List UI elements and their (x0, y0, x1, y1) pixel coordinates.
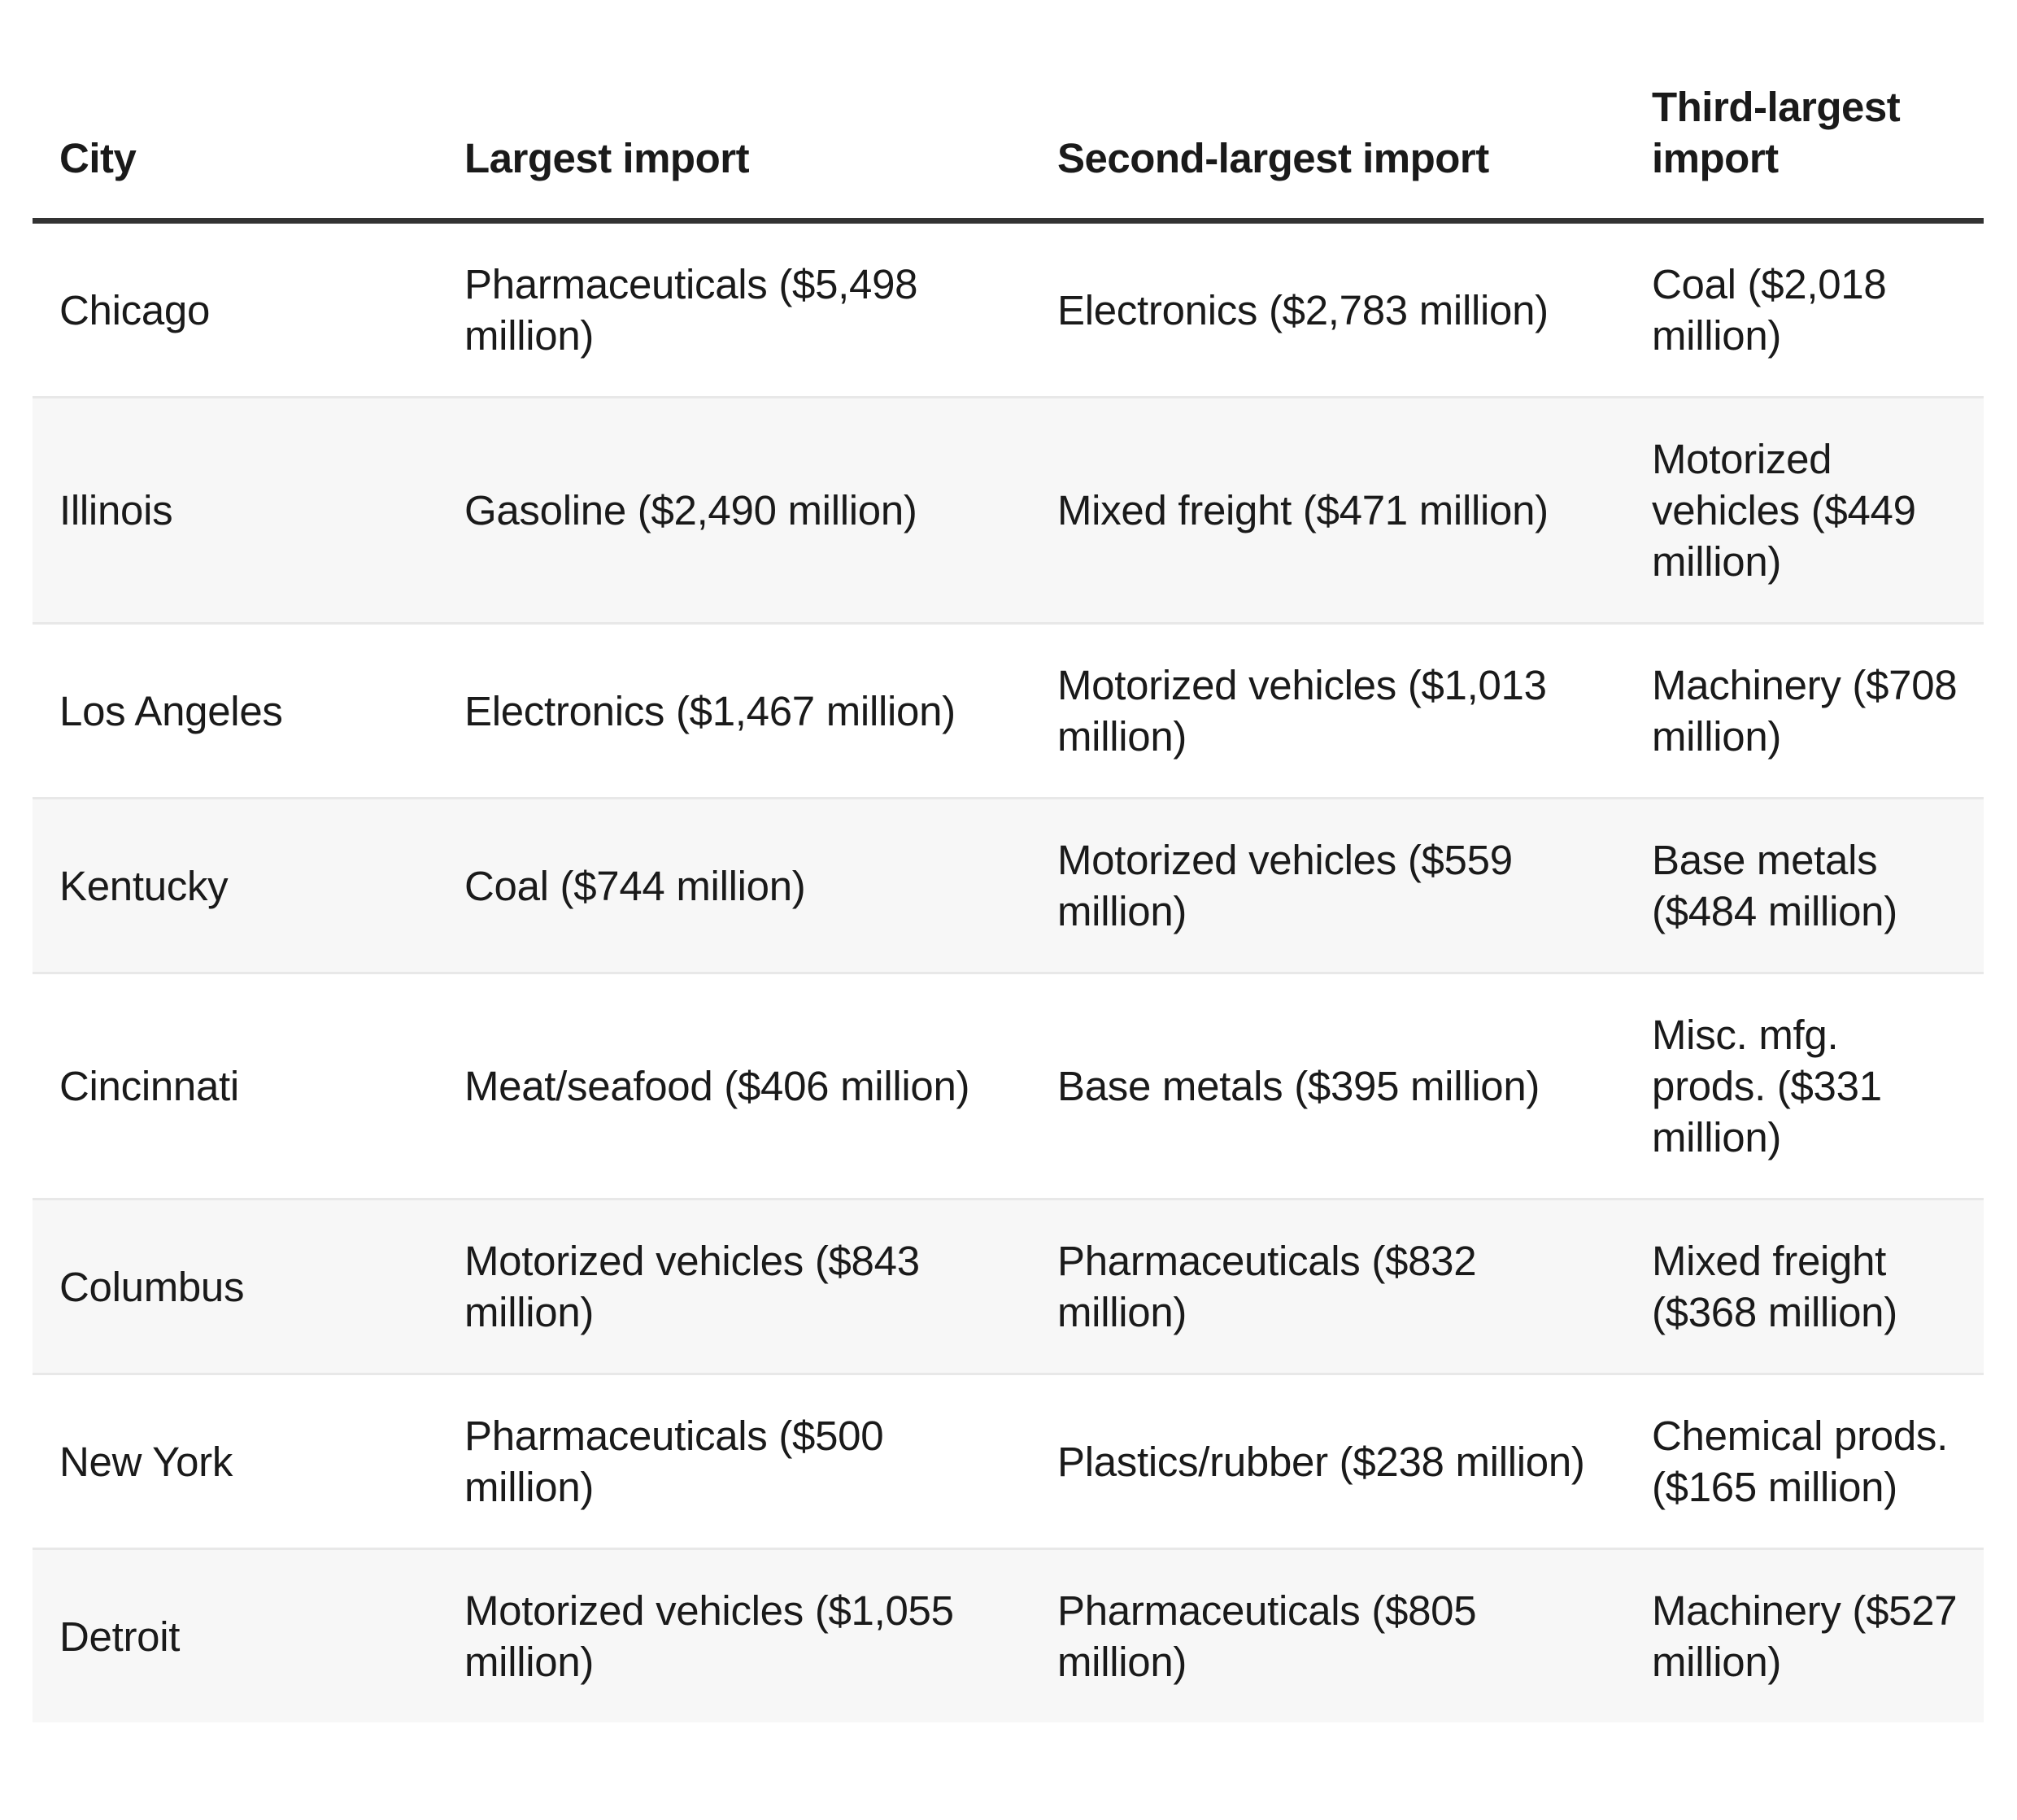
cell-third-largest-import: Machinery ($708 million) (1625, 623, 1984, 799)
header-row: City Largest import Second-largest impor… (33, 81, 1984, 224)
cell-largest-import: Pharmaceuticals ($5,498 million) (438, 220, 1030, 398)
table-row: Chicago Pharmaceuticals ($5,498 million) E… (33, 220, 1984, 398)
table-row: New York Pharmaceuticals ($500 million) Pl… (33, 1374, 1984, 1550)
cell-second-largest-import: Motorized vehicles ($559 million) (1030, 798, 1625, 974)
table-row: Cincinnati Meat/seafood ($406 million) Bas… (33, 973, 1984, 1200)
cell-third-largest-import: Base metals ($484 million) (1625, 798, 1984, 974)
cell-city: Illinois (33, 397, 438, 625)
table-row: Detroit Motorized vehicles ($1,055 millio… (33, 1548, 1984, 1722)
cell-city: Detroit (33, 1548, 438, 1722)
cell-city: Columbus (33, 1199, 438, 1375)
cell-largest-import: Motorized vehicles ($1,055 million) (438, 1548, 1030, 1722)
cell-city: Los Angeles (33, 623, 438, 799)
table-row: Columbus Motorized vehicles ($843 million… (33, 1199, 1984, 1375)
cell-third-largest-import: Chemical prods. ($165 million) (1625, 1374, 1984, 1550)
header-third-largest-import: Third-largest import (1625, 81, 1984, 224)
cell-second-largest-import: Base metals ($395 million) (1030, 973, 1625, 1200)
cell-third-largest-import: Machinery ($527 million) (1625, 1548, 1984, 1722)
cell-city: Chicago (33, 220, 438, 398)
table-row: Los Angeles Electronics ($1,467 million) M… (33, 623, 1984, 799)
cell-largest-import: Electronics ($1,467 million) (438, 623, 1030, 799)
header-second-largest-import: Second-largest import (1030, 81, 1625, 224)
cell-second-largest-import: Pharmaceuticals ($832 million) (1030, 1199, 1625, 1375)
cell-city: New York (33, 1374, 438, 1550)
header-largest-import: Largest import (438, 81, 1030, 224)
cell-largest-import: Coal ($744 million) (438, 798, 1030, 974)
cell-largest-import: Gasoline ($2,490 million) (438, 397, 1030, 625)
table-row: Illinois Gasoline ($2,490 million) Mixed f… (33, 397, 1984, 625)
header-city: City (33, 81, 438, 224)
cell-second-largest-import: Pharmaceuticals ($805 million) (1030, 1548, 1625, 1722)
cell-city: Cincinnati (33, 973, 438, 1200)
cell-largest-import: Meat/seafood ($406 million) (438, 973, 1030, 1200)
table-row: Kentucky Coal ($744 million) Motorized veh… (33, 798, 1984, 974)
cell-third-largest-import: Misc. mfg. prods. ($331 million) (1625, 973, 1984, 1200)
cell-second-largest-import: Motorized vehicles ($1,013 million) (1030, 623, 1625, 799)
cell-largest-import: Pharmaceuticals ($500 million) (438, 1374, 1030, 1550)
imports-table: City Largest import Second-largest impor… (33, 81, 1984, 1722)
cell-third-largest-import: Coal ($2,018 million) (1625, 220, 1984, 398)
cell-largest-import: Motorized vehicles ($843 million) (438, 1199, 1030, 1375)
cell-second-largest-import: Plastics/rubber ($238 million) (1030, 1374, 1625, 1550)
cell-third-largest-import: Motorized vehicles ($449 million) (1625, 397, 1984, 625)
cell-second-largest-import: Electronics ($2,783 million) (1030, 220, 1625, 398)
cell-second-largest-import: Mixed freight ($471 million) (1030, 397, 1625, 625)
cell-third-largest-import: Mixed freight ($368 million) (1625, 1199, 1984, 1375)
cell-city: Kentucky (33, 798, 438, 974)
